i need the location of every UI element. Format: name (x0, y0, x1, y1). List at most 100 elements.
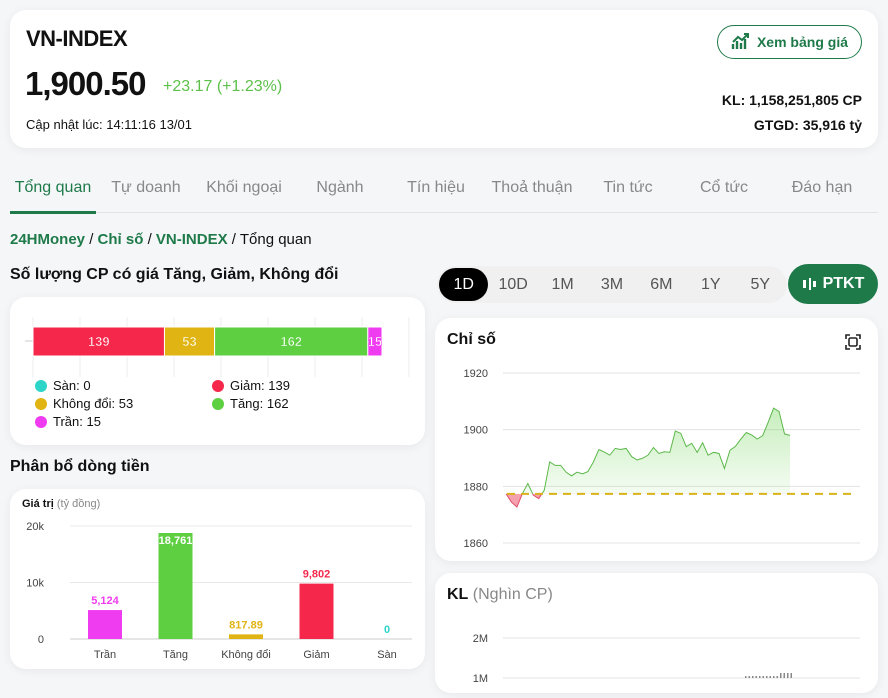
x-tick-label: Giảm (303, 649, 329, 661)
legend-dot (212, 397, 224, 410)
data-label: 9,802 (303, 569, 331, 581)
data-label: 18,761 (159, 535, 193, 547)
range-3M[interactable]: 3M (600, 275, 624, 293)
bar-segment-khongdoi (163, 326, 216, 357)
tab-3[interactable]: Ngành (316, 179, 364, 196)
legend-label: Tăng: 162 (230, 396, 289, 411)
data-label: 817.89 (229, 619, 263, 631)
range-5Y[interactable]: 5Y (750, 275, 771, 293)
area-down (506, 493, 542, 508)
volume-bar (790, 673, 792, 678)
legend-label: Sàn: 0 (53, 378, 91, 393)
flow-yunit: (tỷ đồng) (56, 498, 101, 510)
flow-chart-card: Giá trị (tỷ đồng) 0 10k 20k 5,124 Trần 18,761… (10, 489, 425, 669)
legend-khongdoi[interactable]: Không đổi: 53 (35, 396, 133, 411)
chart-up-icon (731, 33, 749, 49)
legend-tang[interactable]: Tăng: 162 (212, 396, 289, 411)
flow-ylabel: Giá trị (tỷ đồng) (22, 498, 100, 510)
technical-analysis-button[interactable]: PTKT (788, 264, 878, 304)
bar-segment-tran (367, 326, 383, 357)
legend-dot (35, 379, 47, 392)
legend-tran[interactable]: Trần: 15 (35, 414, 101, 429)
breadcrumb-vnindex[interactable]: VN-INDEX (155, 231, 228, 248)
trade-value-text: GTGD: 35,916 tỷ (753, 117, 862, 133)
bar-label-khongdoi: 53 (182, 334, 196, 349)
bar-tang (158, 533, 193, 639)
area-up (506, 408, 790, 494)
volume-bar (776, 676, 778, 678)
view-price-board-button[interactable]: Xem bảng giá (716, 25, 862, 59)
legend-dot (35, 415, 47, 428)
volume-chart-card: KL (Nghìn CP) 2M 1M (435, 573, 878, 693)
legend-dot (212, 379, 224, 392)
tab-6[interactable]: Tin tức (603, 179, 653, 196)
range-1D[interactable]: 1D (439, 268, 489, 301)
volume-bar (773, 676, 775, 678)
x-tick-label: Sàn (377, 649, 397, 661)
volume-bar (759, 676, 761, 678)
tab-0[interactable]: Tổng quan (10, 170, 96, 214)
flow-ylabel-text: Giá trị (22, 498, 54, 510)
volume-bar (766, 676, 768, 678)
price-line-up (505, 407, 791, 494)
legend-san[interactable]: Sàn: 0 (35, 378, 91, 393)
stacked-bar-chart: 01395316215 (25, 317, 410, 377)
updated-time: Cập nhật lúc: 14:11:16 13/01 (26, 117, 192, 132)
index-change: +23.17 (+1.23%) (163, 78, 283, 95)
tab-1[interactable]: Tự doanh (111, 179, 181, 196)
volume-unit: (Nghìn CP) (472, 586, 553, 603)
tab-2[interactable]: Khối ngoại (206, 179, 282, 196)
index-line-chart: 1860 1880 1900 1920 (464, 368, 860, 550)
volume-title-text: KL (447, 586, 469, 603)
bar-label-tang: 162 (280, 334, 302, 349)
volume-bar (748, 676, 750, 678)
tab-5[interactable]: Thoả thuận (491, 179, 573, 196)
expand-icon[interactable] (845, 334, 861, 350)
index-header-card: VN-INDEX 1,900.50 +23.17 (+1.23%) Cập nh… (10, 10, 878, 148)
range-10D[interactable]: 10D (498, 275, 528, 293)
bar-giam (299, 583, 334, 639)
y-tick-label: 0 (38, 634, 44, 646)
volume-bar (787, 673, 789, 678)
x-tick-label: Trần (94, 649, 116, 661)
breadcrumb-indices[interactable]: Chỉ số (97, 231, 144, 248)
volume-bar (755, 676, 757, 678)
legend-dot (35, 397, 47, 410)
x-tick-label: Tăng (163, 649, 188, 661)
tab-bar: Tổng quan Tự doanh Khối ngoại Ngành Tín hiệu… (10, 170, 878, 214)
tab-4[interactable]: Tín hiệu (407, 179, 465, 196)
breadcrumb-separator: / (147, 231, 152, 248)
range-1Y[interactable]: 1Y (701, 275, 721, 293)
legend-label: Không đổi: 53 (53, 396, 134, 411)
y-tick-label: 1900 (464, 425, 488, 437)
breadcrumb-separator: / (89, 231, 94, 248)
breadcrumb: 24HMoney / Chỉ số / VN-INDEX / Tổng quan (10, 231, 312, 248)
legend-label: Giảm: 139 (230, 378, 290, 393)
y-tick-label: 20k (26, 521, 44, 533)
y-tick-label: 1880 (464, 481, 488, 493)
technical-analysis-label: PTKT (822, 275, 865, 292)
index-chart-card: Chỉ số 1860 1880 1900 1920 (435, 318, 878, 561)
volume-bar (780, 673, 782, 678)
view-price-board-label: Xem bảng giá (756, 34, 848, 50)
y-tick-label: 1860 (464, 538, 488, 550)
range-6M[interactable]: 6M (650, 275, 673, 293)
breadcrumb-home[interactable]: 24HMoney (10, 231, 86, 248)
y-tick-label: 1920 (464, 368, 488, 380)
flow-bar-chart: 0 10k 20k 5,124 Trần 18,761 Tăng 817.89 Không đổ… (26, 521, 412, 661)
volume-bar (752, 676, 754, 678)
count-section-title: Số lượng CP có giá Tăng, Giảm, Không đổi (10, 266, 339, 283)
bar-label-tran: 15 (368, 334, 382, 349)
index-chart-title: Chỉ số (447, 331, 496, 348)
tab-8[interactable]: Đáo hạn (791, 179, 853, 196)
tab-7[interactable]: Cổ tức (699, 179, 749, 196)
range-1M[interactable]: 1M (551, 275, 574, 293)
legend-giam[interactable]: Giảm: 139 (212, 378, 290, 393)
bar-tran (88, 610, 122, 639)
y-tick-label: 10k (26, 578, 44, 590)
y-tick-label: 2M (473, 633, 488, 645)
volume-text: KL: 1,158,251,805 CP (721, 92, 862, 108)
volume-chart-title: KL (Nghìn CP) (447, 586, 553, 604)
volume-bar (745, 676, 747, 678)
